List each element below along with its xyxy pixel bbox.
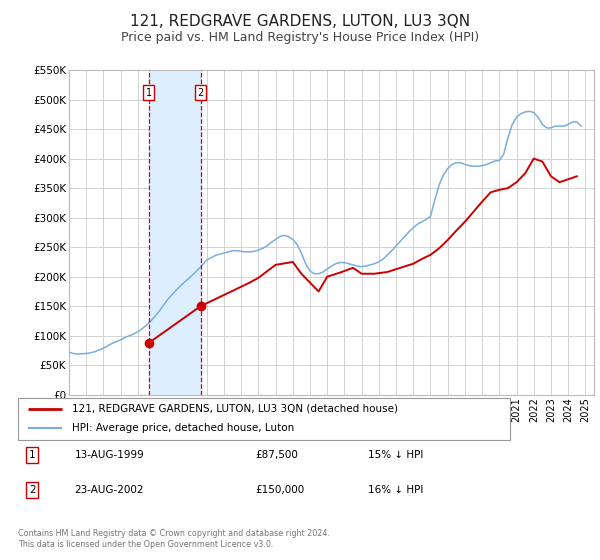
Text: 16% ↓ HPI: 16% ↓ HPI (368, 485, 423, 495)
Text: 15% ↓ HPI: 15% ↓ HPI (368, 450, 423, 460)
Text: 23-AUG-2002: 23-AUG-2002 (74, 485, 144, 495)
Text: 2: 2 (197, 88, 203, 98)
Text: HPI: Average price, detached house, Luton: HPI: Average price, detached house, Luto… (72, 423, 295, 433)
Text: 13-AUG-1999: 13-AUG-1999 (74, 450, 144, 460)
Text: 1: 1 (29, 450, 35, 460)
FancyBboxPatch shape (18, 398, 510, 440)
Bar (149, 70, 200, 395)
Text: 121, REDGRAVE GARDENS, LUTON, LU3 3QN: 121, REDGRAVE GARDENS, LUTON, LU3 3QN (130, 14, 470, 29)
Text: £87,500: £87,500 (255, 450, 298, 460)
Text: 121, REDGRAVE GARDENS, LUTON, LU3 3QN (detached house): 121, REDGRAVE GARDENS, LUTON, LU3 3QN (d… (72, 404, 398, 414)
Text: £150,000: £150,000 (255, 485, 304, 495)
Text: 1: 1 (145, 88, 152, 98)
Text: Contains HM Land Registry data © Crown copyright and database right 2024.
This d: Contains HM Land Registry data © Crown c… (18, 529, 330, 549)
Text: Price paid vs. HM Land Registry's House Price Index (HPI): Price paid vs. HM Land Registry's House … (121, 31, 479, 44)
Text: 2: 2 (29, 485, 35, 495)
